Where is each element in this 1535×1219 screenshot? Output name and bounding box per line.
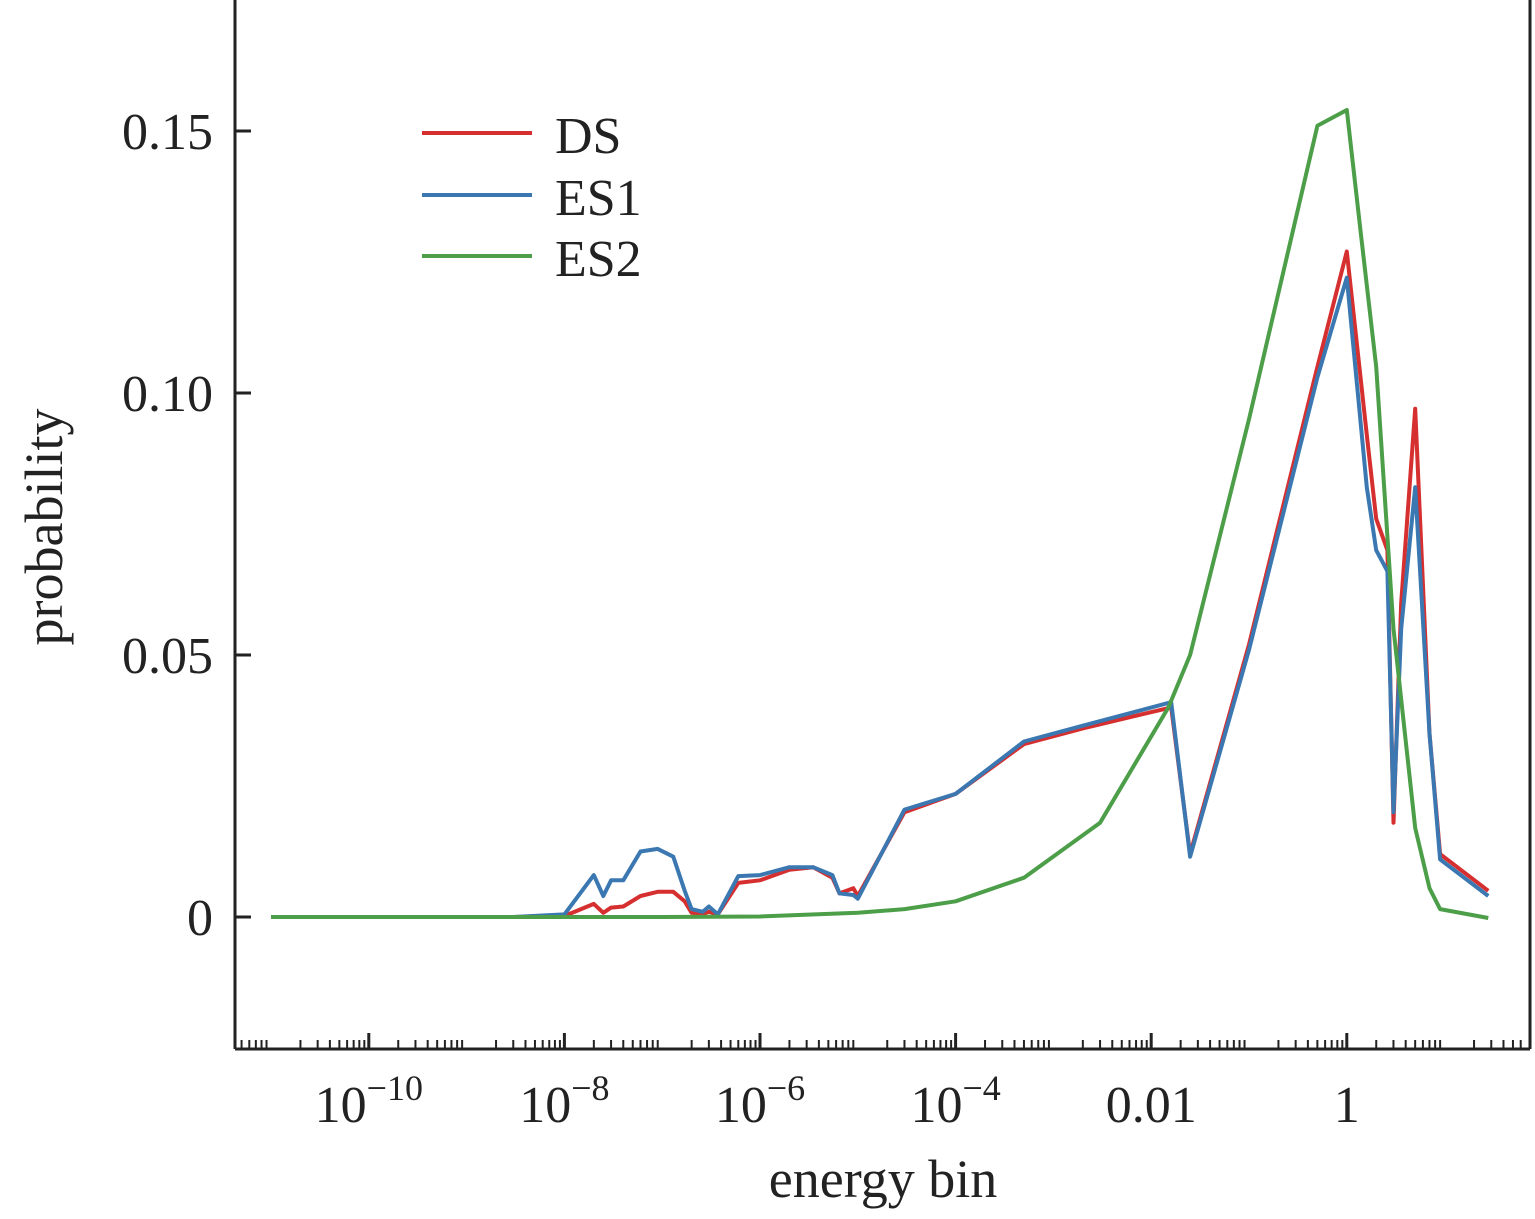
y-axis-label: probability xyxy=(14,409,74,646)
y-ticks: 0 0.05 0.10 0.15 xyxy=(122,104,251,947)
legend: DS ES1 ES2 xyxy=(422,108,642,288)
series-line-ds xyxy=(271,249,1490,919)
series-line-es2 xyxy=(271,108,1489,920)
series-lines xyxy=(271,108,1490,920)
x-tick-label: 10−4 xyxy=(910,1068,1000,1134)
x-axis-label: energy bin xyxy=(769,1149,997,1209)
x-major-ticks: 10−10 10−8 10−6 10−4 0.01 1 xyxy=(315,1033,1360,1134)
x-tick-label: 1 xyxy=(1334,1077,1360,1134)
x-tick-label: 0.01 xyxy=(1106,1077,1197,1134)
y-tick-label: 0 xyxy=(187,890,213,947)
legend-label-es1: ES1 xyxy=(555,170,642,227)
legend-label-es2: ES2 xyxy=(555,231,642,288)
x-tick-label: 10−8 xyxy=(519,1068,609,1134)
y-tick-label: 0.15 xyxy=(122,104,213,161)
legend-label-ds: DS xyxy=(555,108,621,165)
y-tick-label: 0.05 xyxy=(122,628,213,685)
plot-frame xyxy=(233,0,1532,1051)
series-line-es1 xyxy=(271,275,1490,919)
x-tick-label: 10−6 xyxy=(715,1068,805,1134)
x-tick-label: 10−10 xyxy=(315,1068,423,1134)
x-minor-ticks xyxy=(240,1040,1522,1049)
y-tick-label: 0.10 xyxy=(122,366,213,423)
